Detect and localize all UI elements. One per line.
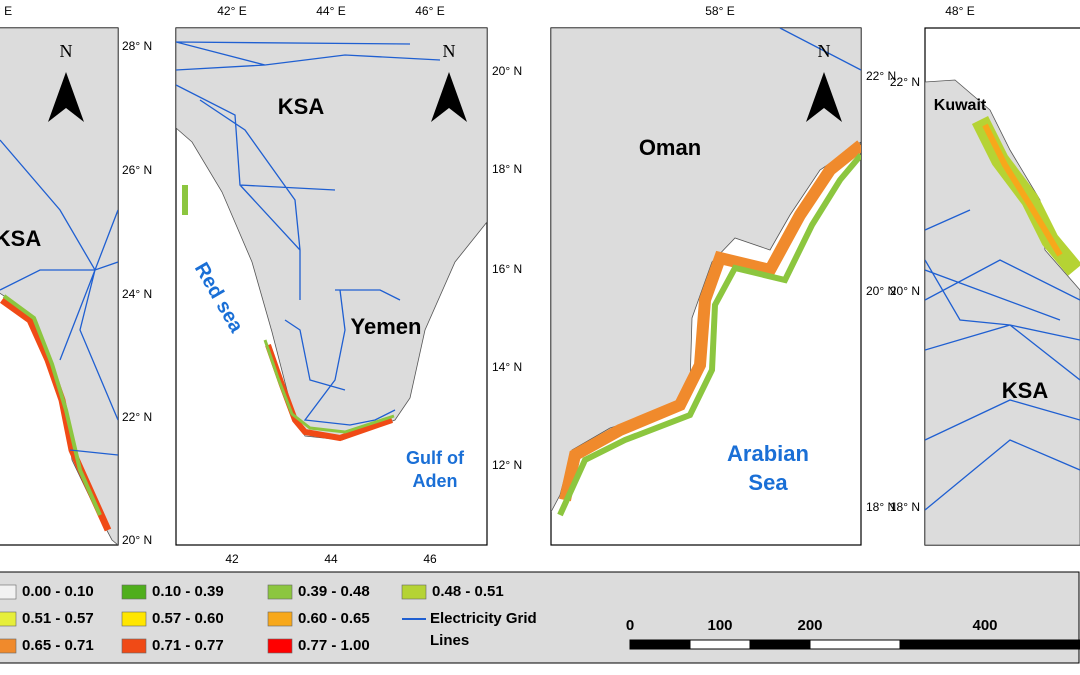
right-tick: 20° N [492,64,522,78]
north-label: N [60,41,73,61]
suitability-coast [982,123,1063,257]
legend-swatch [0,611,17,627]
north-arrow [431,72,467,122]
right-tick: 26° N [122,163,152,177]
right-tick: 14° N [492,360,522,374]
legend-box [0,571,1080,664]
right-tick: 20° N [866,284,896,298]
scale-segment [749,639,811,650]
place-label: KSA [278,94,325,119]
top-tick: 44° E [316,4,345,18]
right-tick: 18° N [866,500,896,514]
scale-label: 0 [626,617,634,634]
bottom-tick: 42 [225,552,239,566]
scale-label: 100 [707,617,732,634]
legend-swatch [267,638,293,654]
suitability-coast [557,153,861,517]
grid-lines [176,41,441,426]
grid-lines [0,139,118,456]
legend-label: 0.48 - 0.51 [432,583,504,600]
bottom-tick: 44 [324,552,338,566]
legend-label: Electricity Grid [430,610,537,627]
right-tick: 18° N [492,162,522,176]
legend-label: 0.77 - 1.00 [298,637,370,654]
place-label: Oman [639,135,701,160]
left-tick: 18° N [890,500,920,514]
right-tick: 22° N [866,69,896,83]
top-tick: 48° E [945,4,974,18]
top-tick: 42° E [217,4,246,18]
left-tick: 22° N [890,75,920,89]
right-tick: 12° N [492,458,522,472]
sea-label: Aden [413,471,458,491]
place-label: KSA [0,226,41,251]
sea-label: Gulf of [406,448,465,468]
right-tick: 16° N [492,262,522,276]
legend-label: 0.51 - 0.57 [22,610,94,627]
sea-label: Arabian [727,441,809,466]
suitability-coast [2,294,102,516]
suitability-coast [263,339,395,434]
legend-label: 0.39 - 0.48 [298,583,370,600]
legend-swatch [0,638,17,654]
legend-swatch [121,638,147,654]
scale-segment [809,639,901,650]
bottom-tick: 46 [423,552,437,566]
place-label: Yemen [351,314,422,339]
legend: 0.00 - 0.10 0.10 - 0.39 0.39 - 0.48 0.48 - … [0,571,1080,664]
right-tick: 22° N [122,410,152,424]
legend-label: 0.57 - 0.60 [152,610,224,627]
panel-3: 58° E 22° N 20° N 18° N N Oman Arabian S… [550,4,896,546]
scale-bar: 0 100 200 400 [626,617,1080,650]
top-tick: 58° E [705,4,734,18]
place-label: KSA [1002,378,1049,403]
legend-label: 0.71 - 0.77 [152,637,224,654]
north-label: N [818,41,831,61]
legend-swatch [121,584,147,600]
legend-swatch [267,611,293,627]
legend-label: 0.00 - 0.10 [22,583,94,600]
place-label: Kuwait [934,97,987,114]
scale-segment [899,639,1080,650]
legend-label: Lines [430,632,469,649]
right-tick: 28° N [122,39,152,53]
sea-label: Sea [748,470,788,495]
suitability-coast [559,140,861,502]
scale-segment [689,639,751,650]
grid-lines [925,209,1080,511]
legend-label: 0.10 - 0.39 [152,583,224,600]
legend-label: 0.60 - 0.65 [298,610,370,627]
scale-segment [629,639,691,650]
suitability-patch [182,185,188,215]
scale-label: 200 [797,617,822,634]
north-label: N [443,41,456,61]
legend-swatch [267,584,293,600]
right-tick: 24° N [122,287,152,301]
panel-2: 42° E 44° E 46° E 42 44 46 20° N 18° N 1… [175,4,522,566]
top-tick: 46° E [415,4,444,18]
top-tick: ° E [0,4,12,18]
panel-4: 48° E 22° N 20° N 18° N Kuwait KSA [890,4,1080,546]
legend-swatch [401,584,427,600]
legend-swatch [0,584,17,600]
north-arrow [806,72,842,122]
north-arrow [48,72,84,122]
legend-swatch [121,611,147,627]
legend-label: 0.65 - 0.71 [22,637,94,654]
panel-1: ° E 28° N 26° N 24° N 22° N 20° N N KSA [0,4,152,547]
grid-lines [779,28,861,71]
left-tick: 20° N [890,284,920,298]
scale-label: 400 [972,617,997,634]
right-tick: 20° N [122,533,152,547]
